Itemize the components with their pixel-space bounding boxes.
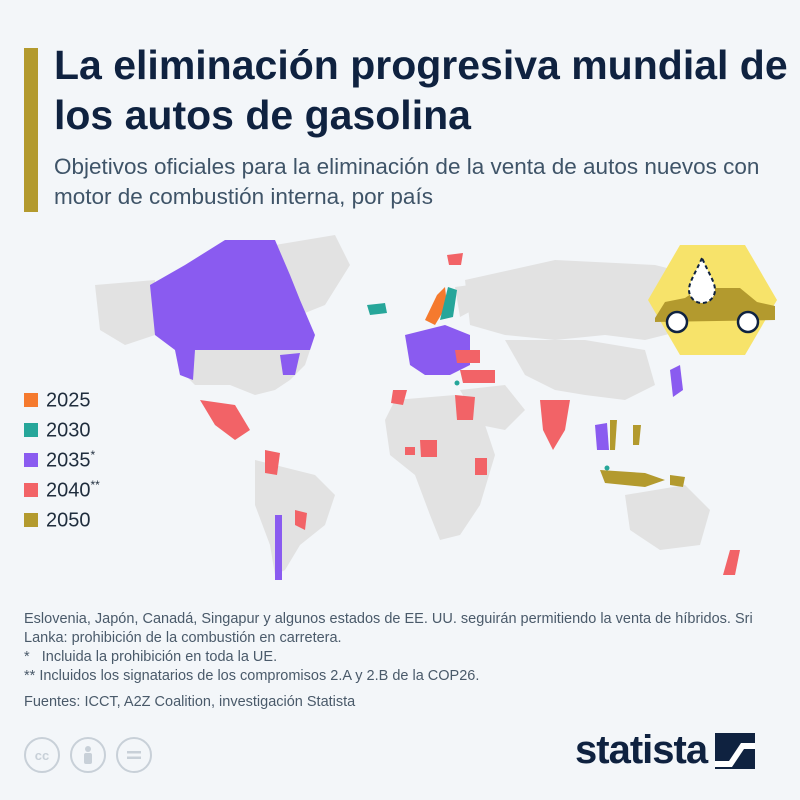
statista-mark-icon [715,732,756,769]
legend-label: 2040** [46,477,100,502]
alaska [95,280,155,345]
legend-item-2040: 2040** [24,475,100,505]
morocco [391,390,407,405]
legend-label: 2050 [46,509,91,532]
canada [150,240,315,350]
middle-east [460,385,525,430]
paraguay-uruguay [295,510,307,530]
legend-swatch [24,513,38,527]
chart-subtitle: Objetivos oficiales para la eliminación … [54,154,760,209]
japan [670,365,683,397]
nd-equals-icon[interactable] [116,737,152,773]
philippines [633,425,641,445]
title-accent-bar [24,48,38,212]
usa [175,350,310,395]
by-person-icon[interactable] [70,737,106,773]
legend-label: 2035* [46,447,96,472]
legend-item-2050: 2050 [24,505,100,535]
note-eu: * Incluida la prohibición en toda la UE. [24,649,278,665]
note-hybrids: Eslovenia, Japón, Canadá, Singapur y alg… [24,611,753,646]
legend-label: 2030 [46,419,91,442]
statista-logo[interactable]: statista [575,728,756,773]
license-icons: cc [24,737,152,773]
legend-item-2035: 2035* [24,445,100,475]
india [540,400,570,450]
us-west-states [175,350,195,380]
svalbard [447,253,463,265]
papua-new-guinea [670,475,685,487]
chart-title: La eliminación progresiva mundial de los… [54,42,788,138]
africa [385,395,495,540]
singapore [604,465,610,471]
brand-name: statista [575,728,708,772]
west-africa [405,447,415,455]
chile [275,515,282,580]
ukraine-region [455,350,480,363]
map-legend: 2025 2030 2035* 2040** 2050 [24,385,100,535]
legend-item-2025: 2025 [24,385,100,415]
colombia [265,450,280,475]
asia-central [505,340,655,400]
car-fuel-drop-icon [648,245,777,355]
mexico [200,400,250,440]
region-2040 [200,253,740,575]
nigeria [420,440,437,457]
egypt [455,395,475,420]
footnotes: Eslovenia, Japón, Canadá, Singapur y alg… [24,610,784,712]
legend-item-2030: 2030 [24,415,100,445]
turkey [460,370,495,383]
kenya [475,458,487,475]
finland [455,285,473,317]
legend-swatch [24,483,38,497]
sources: Fuentes: ICCT, A2Z Coalition, investigac… [24,694,356,710]
sweden [440,287,457,320]
thailand-cambodia [595,423,609,450]
vietnam [610,420,617,450]
us-east-states [280,353,300,375]
indonesia [600,470,665,487]
australia [625,485,710,550]
note-cop26: ** Incluidos los signatarios de los comp… [24,668,480,684]
region-2025 [425,287,447,325]
europe-eu [405,325,470,375]
region-2050 [600,420,685,487]
new-zealand [723,550,740,575]
legend-swatch [24,453,38,467]
norway [425,287,447,325]
legend-swatch [24,423,38,437]
legend-label: 2025 [46,389,91,412]
region-2035 [150,240,683,580]
iceland [367,303,387,315]
cc-icon[interactable]: cc [24,737,60,773]
legend-swatch [24,393,38,407]
region-2030 [367,287,610,471]
israel [454,380,460,386]
